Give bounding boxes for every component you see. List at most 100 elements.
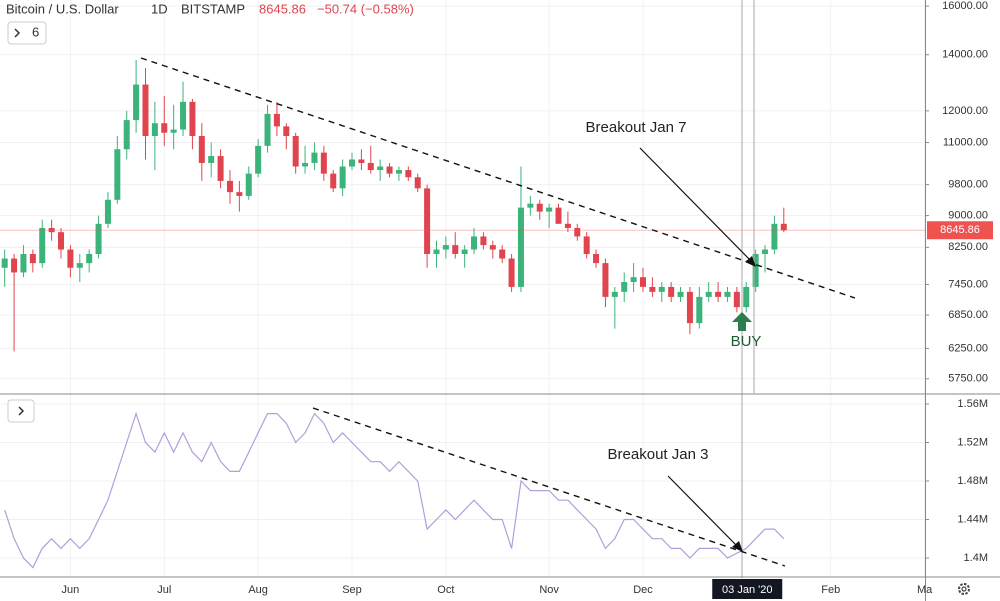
candle-body [198, 135, 205, 163]
candle-body [217, 156, 224, 181]
button-label: 6 [32, 24, 39, 39]
candle-body [733, 291, 740, 308]
y-tick-label: 1.52M [957, 436, 988, 448]
y-tick-label: 14000.00 [942, 49, 988, 61]
candle-body [414, 177, 421, 189]
arrow-head [732, 541, 743, 552]
button[interactable] [7, 399, 35, 423]
x-tick-label: Dec [633, 584, 653, 596]
candle-body [133, 84, 140, 121]
arrow [639, 147, 753, 263]
candle-body [442, 245, 449, 250]
candle-body [705, 291, 712, 297]
candle-body [320, 152, 327, 174]
candle-body [245, 173, 252, 196]
y-tick-label: 12000.00 [942, 105, 988, 117]
candle-body [780, 223, 787, 231]
candle-body [743, 286, 750, 308]
chevron [14, 28, 21, 38]
candle-body [593, 254, 600, 264]
candle-body [611, 291, 618, 297]
x-tick-label: Feb [821, 584, 840, 596]
chevron [18, 406, 25, 416]
indicator-button[interactable]: 6 [7, 21, 47, 45]
arrow-head [745, 256, 756, 267]
candle-body [180, 101, 187, 130]
y-tick-label: 6250.00 [948, 342, 988, 354]
buy-label: BUY [731, 333, 762, 350]
x-tick-label: Sep [342, 584, 362, 596]
candle-body [123, 120, 130, 150]
overlay: Breakout Jan 7 Breakout Jan 3 BUY [140, 0, 856, 578]
candle-body [658, 286, 665, 292]
interval: 1D [151, 1, 168, 16]
candle-body [339, 166, 346, 189]
candle-body [377, 166, 384, 171]
candle-body [583, 236, 590, 255]
candle-body [1, 258, 8, 268]
x-tick-label: Jun [62, 584, 80, 596]
candle-body [461, 249, 468, 255]
candle-body [48, 227, 55, 233]
candle-body [527, 203, 534, 208]
crosshair-box [712, 579, 783, 599]
candle-body [114, 149, 121, 200]
candle-body [151, 123, 158, 136]
candle-body [142, 84, 149, 136]
button[interactable] [7, 21, 47, 45]
candle-body [58, 232, 65, 250]
candle-body [471, 236, 478, 250]
candle-body [433, 249, 440, 255]
candle-body [452, 245, 459, 255]
grid [0, 0, 926, 576]
candle-body [86, 254, 93, 264]
y-tick-label: 7450.00 [948, 278, 988, 290]
y-tick-label: 8250.00 [948, 241, 988, 253]
x-tick-label: Nov [539, 584, 559, 596]
x-tick-label: Jul [157, 584, 171, 596]
candle-body [546, 207, 553, 212]
y-tick-label: 9000.00 [948, 210, 988, 222]
candle-body [226, 180, 233, 193]
y-tick-label: 1.44M [957, 513, 988, 525]
candle-body [236, 192, 243, 196]
candle-body [273, 113, 280, 127]
candle-body [161, 123, 168, 133]
x-tick-label: Aug [248, 584, 268, 596]
candle-body [602, 263, 609, 297]
candle-body [395, 170, 402, 174]
candle-body [39, 227, 46, 264]
gear[interactable] [958, 583, 970, 595]
candle-body [292, 135, 299, 167]
marks [0, 59, 925, 569]
y-tick-label: 1.4M [964, 552, 988, 564]
candle-body [630, 277, 637, 283]
annotation: Breakout Jan 3 [608, 446, 709, 463]
candle-body [480, 236, 487, 246]
candle-body [762, 249, 769, 255]
candle-body [517, 207, 524, 287]
indicator-line [4, 411, 785, 569]
candle-body [696, 296, 703, 324]
pane-button[interactable] [7, 399, 35, 423]
change: −50.74 (−0.58%) [317, 1, 414, 16]
candle-body [95, 223, 102, 255]
last-price-label: 8645.86 [940, 224, 980, 236]
candle-body [11, 258, 18, 273]
trend-line [140, 57, 856, 299]
candle-body [564, 223, 571, 228]
candle-body [264, 113, 271, 146]
candle-body [621, 282, 628, 292]
buy-arrow [732, 312, 752, 331]
candle-body [555, 207, 562, 224]
y-tick-label: 16000.00 [942, 0, 988, 12]
candle-body [639, 277, 646, 287]
candle-body [189, 101, 196, 136]
y-tick-label: 1.56M [957, 398, 988, 410]
crosshair-label: 03 Jan '20 [722, 584, 772, 596]
annotation: Breakout Jan 7 [586, 119, 687, 136]
last-price: 8645.86 [259, 1, 306, 16]
candle-body [686, 291, 693, 324]
settings[interactable] [958, 583, 970, 595]
